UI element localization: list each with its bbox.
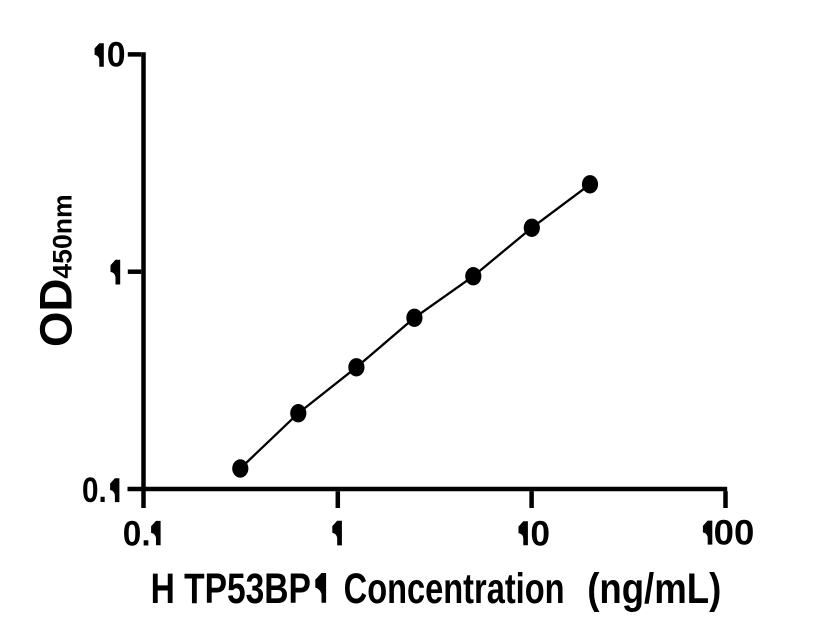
svg-text:0: 0 <box>107 36 126 75</box>
svg-text:0: 0 <box>530 515 550 554</box>
svg-text:H TP53BP: H TP53BP <box>151 565 311 613</box>
svg-text:0.: 0. <box>123 515 151 554</box>
svg-text:(ng/mL): (ng/mL) <box>587 565 721 612</box>
svg-text:0.: 0. <box>82 471 107 510</box>
svg-text:00: 00 <box>714 513 755 552</box>
svg-text:Concentration: Concentration <box>344 566 565 613</box>
